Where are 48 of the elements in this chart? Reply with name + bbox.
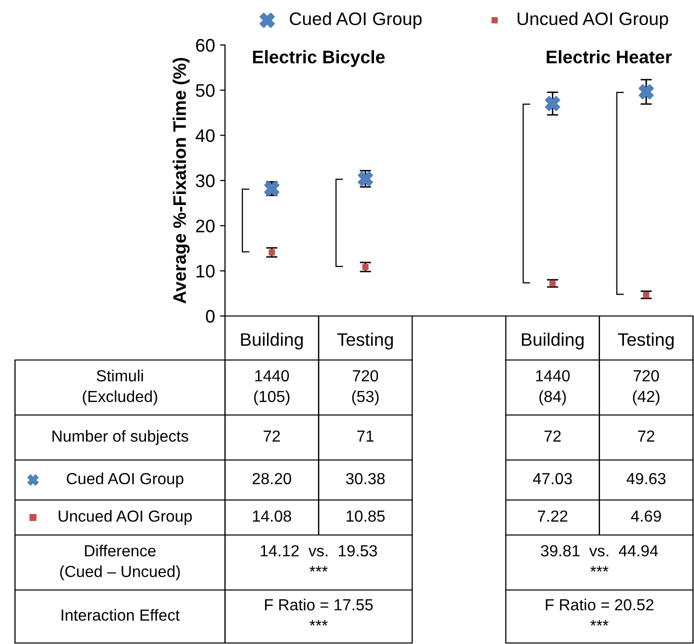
data-label: 30.38: [346, 472, 385, 484]
text: 72: [544, 430, 561, 442]
annotation: Electric Heater: [546, 50, 672, 64]
y-tick-label: 0: [206, 310, 215, 323]
point: [268, 249, 275, 256]
data-label: 49.63: [626, 472, 666, 484]
point: [638, 84, 654, 100]
text: 720 (53): [352, 370, 379, 406]
text: F Ratio = 20.52 ***: [546, 598, 654, 626]
data-label: 7.22: [538, 510, 568, 522]
text: 1440 (105): [254, 370, 290, 406]
point: [362, 264, 369, 270]
x-tick-label: Testing: [618, 332, 674, 350]
text: F Ratio = 17.55 ***: [265, 598, 373, 626]
text: Stimuli (Excluded): [82, 370, 158, 406]
data-label: 28.20: [252, 472, 292, 484]
y-tick-label: 20: [196, 220, 215, 232]
text: 1440 (84): [536, 370, 570, 406]
text: 72: [638, 430, 654, 442]
data-label: 47.03: [532, 472, 572, 484]
text: Uncued AOI Group: [58, 510, 192, 525]
annotation: Electric Bicycle: [253, 50, 385, 67]
text: 39.81 vs. 44.94 ***: [540, 545, 658, 572]
text: Difference (Cued – Uncued): [60, 544, 180, 580]
y-axis-title: Average %-Fixation Time (%): [172, 58, 190, 304]
y-tick-label: 10: [196, 264, 215, 278]
data-label: 10.85: [346, 510, 385, 522]
y-tick-label: 60: [196, 38, 215, 52]
text: 72: [264, 430, 280, 442]
point: [544, 96, 560, 112]
text: 71: [357, 430, 374, 442]
x-tick-label: Building: [241, 332, 303, 350]
legend-label: Cued AOI Group: [290, 12, 422, 29]
point: [549, 280, 556, 287]
data-label: 4.69: [631, 510, 661, 522]
x-tick-label: Building: [522, 332, 584, 350]
x-tick-label: Testing: [337, 332, 393, 350]
text: Interaction Effect: [62, 609, 180, 621]
text: Number of subjects: [52, 430, 188, 445]
text: 14.12 vs. 19.53 ***: [260, 545, 377, 572]
data-label: 14.08: [253, 510, 292, 522]
legend-label: Uncued AOI Group: [518, 12, 668, 29]
y-tick-label: 50: [196, 84, 215, 97]
text: Cued AOI Group: [66, 472, 184, 488]
text: 720 (42): [632, 370, 660, 406]
y-tick-label: 40: [196, 129, 215, 142]
point: [643, 292, 650, 298]
y-tick-label: 30: [196, 174, 215, 188]
